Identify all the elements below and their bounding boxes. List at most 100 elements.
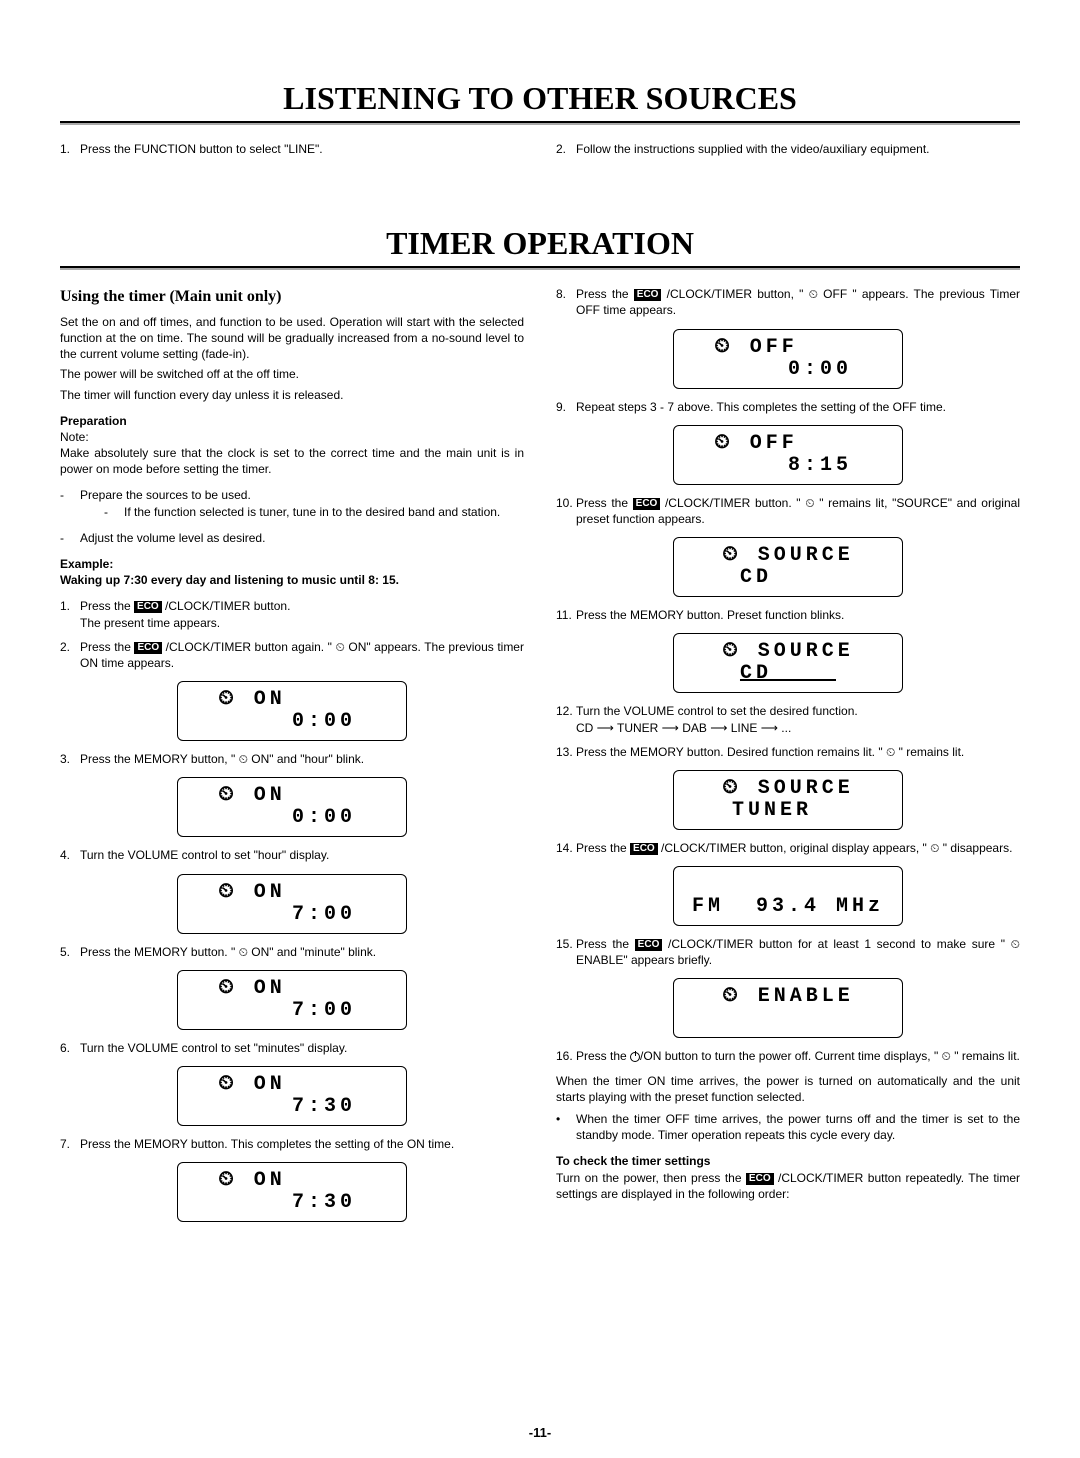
lcd-line1: ⏲ ON xyxy=(178,882,406,904)
clock-icon: ⏲ xyxy=(809,286,818,302)
dash-icon: - xyxy=(60,487,80,529)
eco-icon: ECO xyxy=(633,498,661,510)
title-underline xyxy=(60,121,1020,125)
step14-a: Press the xyxy=(576,841,630,855)
eco-icon: ECO xyxy=(630,843,658,855)
lcd-line2: 7:30 xyxy=(178,1192,406,1214)
step9: Repeat steps 3 - 7 above. This completes… xyxy=(576,399,1020,415)
step10-b: /CLOCK/TIMER button. " xyxy=(660,496,805,510)
step3-a: Press the MEMORY button, " xyxy=(80,752,239,766)
page-number: -11- xyxy=(529,1425,551,1440)
after16-bullet: When the timer OFF time arrives, the pow… xyxy=(576,1111,1020,1143)
lcd-display: ⏲ ON 0:00 xyxy=(177,681,407,741)
step-num: 9. xyxy=(556,399,576,415)
step16-c: " remains lit. xyxy=(951,1049,1020,1063)
step-num: 15. xyxy=(556,936,576,968)
lcd-line2: 7:00 xyxy=(178,1000,406,1022)
step2-a: Press the xyxy=(80,640,134,654)
step-num: 12. xyxy=(556,703,576,735)
example-text: Waking up 7:30 every day and listening t… xyxy=(60,572,524,588)
clock-icon: ⏲ xyxy=(239,751,248,767)
dash-a: Prepare the sources to be used. xyxy=(80,488,251,502)
step1-sub: The present time appears. xyxy=(80,615,524,631)
step16-a: Press the xyxy=(576,1049,630,1063)
step10-a: Press the xyxy=(576,496,633,510)
lcd-line2: CD xyxy=(674,567,902,589)
step5-b: ON" and "minute" blink. xyxy=(248,945,376,959)
lcd-line2: 8:15 xyxy=(674,455,902,477)
lcd-line2: FM 93.4 MHz xyxy=(674,896,902,918)
step16-b: /ON button to turn the power off. Curren… xyxy=(640,1049,942,1063)
step3-b: ON" and "hour" blink. xyxy=(248,752,364,766)
step7: Press the MEMORY button. This completes … xyxy=(80,1136,524,1152)
step-num: 8. xyxy=(556,286,576,318)
lcd-display: ⏲ SOURCE CD xyxy=(673,633,903,693)
step8-b: /CLOCK/TIMER button, " xyxy=(661,287,808,301)
step-num: 1. xyxy=(60,598,80,630)
dash-icon: - xyxy=(104,504,124,520)
listening-step2-num: 2. xyxy=(556,141,576,157)
clock-icon: ⏲ xyxy=(239,944,248,960)
step1-b: /CLOCK/TIMER button. xyxy=(162,599,291,613)
lcd-display: ⏲ ON 7:00 xyxy=(177,874,407,934)
note-text: Make absolutely sure that the clock is s… xyxy=(60,445,524,477)
timer-intro-1: Set the on and off times, and function t… xyxy=(60,314,524,363)
lcd-line2 xyxy=(674,1008,902,1030)
step12: Turn the VOLUME control to set the desir… xyxy=(576,704,858,718)
lcd-line1: ⏲ SOURCE xyxy=(674,778,902,800)
step2-b: /CLOCK/TIMER button again. " xyxy=(162,640,335,654)
eco-icon: ECO xyxy=(746,1173,774,1185)
step-num: 16. xyxy=(556,1048,576,1064)
step12-sub: CD ⟶ TUNER ⟶ DAB ⟶ LINE ⟶ ... xyxy=(576,720,1020,736)
timer-title: TIMER OPERATION xyxy=(60,225,1020,262)
listening-step2: Follow the instructions supplied with th… xyxy=(576,141,1020,157)
step-num: 3. xyxy=(60,751,80,767)
dash-icon: - xyxy=(60,530,80,546)
lcd-line1: ⏲ SOURCE xyxy=(674,545,902,567)
step-num: 11. xyxy=(556,607,576,623)
note-label: Note: xyxy=(60,429,524,445)
lcd-display: ⏲ SOURCE CD xyxy=(673,537,903,597)
lcd-display: ⏲ ON 7:00 xyxy=(177,970,407,1030)
step15-b: /CLOCK/TIMER button for at least 1 secon… xyxy=(662,937,1010,951)
lcd-display: ⏲ OFF 8:15 xyxy=(673,425,903,485)
eco-icon: ECO xyxy=(635,939,663,951)
step11: Press the MEMORY button. Preset function… xyxy=(576,607,1020,623)
lcd-display: ⏲ OFF 0:00 xyxy=(673,329,903,389)
clock-icon: ⏲ xyxy=(335,639,344,655)
lcd-line2: CD xyxy=(674,663,902,685)
step-num: 5. xyxy=(60,944,80,960)
clock-icon: ⏲ xyxy=(1011,936,1020,952)
title-underline xyxy=(60,266,1020,270)
lcd-line1: ⏲ ON xyxy=(178,785,406,807)
step-num: 14. xyxy=(556,840,576,856)
section-timer: TIMER OPERATION Using the timer (Main un… xyxy=(60,225,1020,1232)
clock-icon: ⏲ xyxy=(886,744,895,760)
timer-subhead: Using the timer (Main unit only) xyxy=(60,286,524,308)
timer-intro-3: The timer will function every day unless… xyxy=(60,387,524,403)
listening-step1-num: 1. xyxy=(60,141,80,157)
step-num: 2. xyxy=(60,639,80,671)
dash-b: Adjust the volume level as desired. xyxy=(80,530,524,546)
step1-a: Press the xyxy=(80,599,134,613)
step6: Turn the VOLUME control to set "minutes"… xyxy=(80,1040,524,1056)
lcd-display: FM 93.4 MHz xyxy=(673,866,903,926)
lcd-line1: ⏲ ON xyxy=(178,689,406,711)
step14-b: /CLOCK/TIMER button, original display ap… xyxy=(658,841,930,855)
lcd-display: ⏲ ON 0:00 xyxy=(177,777,407,837)
bullet-icon: • xyxy=(556,1111,576,1143)
listening-title: LISTENING TO OTHER SOURCES xyxy=(60,80,1020,117)
example-label: Example: xyxy=(60,556,524,572)
check-a: Turn on the power, then press the xyxy=(556,1171,746,1185)
step-num: 13. xyxy=(556,744,576,760)
step13-b: " remains lit. xyxy=(895,745,964,759)
dash-a-sub: If the function selected is tuner, tune … xyxy=(124,504,524,520)
eco-icon: ECO xyxy=(634,289,662,301)
lcd-line1: ⏲ OFF xyxy=(674,337,902,359)
after16-p1: When the timer ON time arrives, the powe… xyxy=(556,1073,1020,1105)
step-num: 6. xyxy=(60,1040,80,1056)
lcd-line2: 0:00 xyxy=(178,807,406,829)
power-icon xyxy=(630,1052,640,1062)
step-num: 4. xyxy=(60,847,80,863)
step-num: 10. xyxy=(556,495,576,527)
